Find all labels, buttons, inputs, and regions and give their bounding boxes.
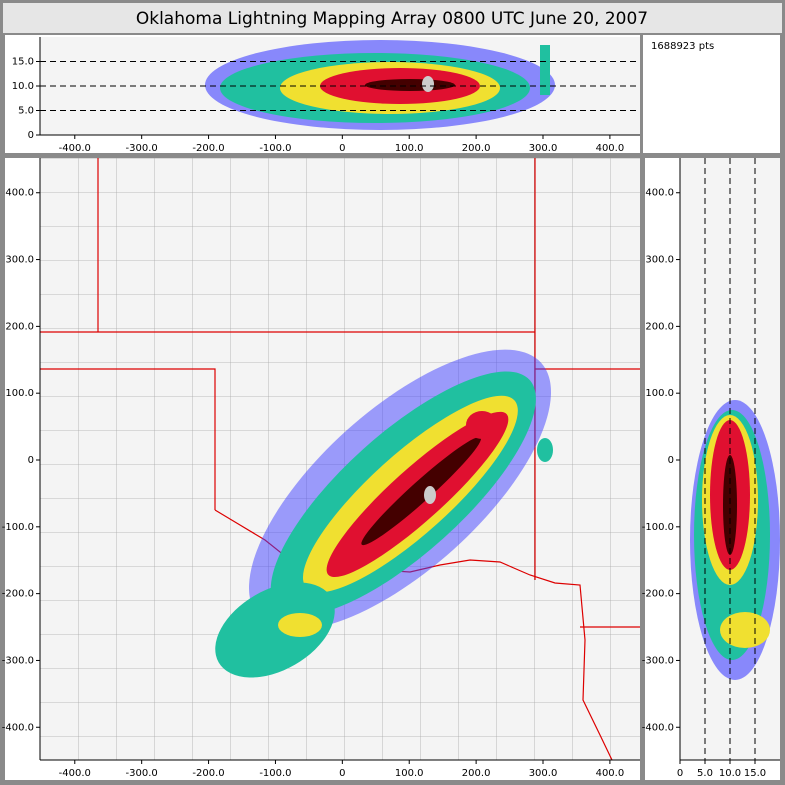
y-tick-label: 0 <box>668 455 674 466</box>
x-tick-label: 0 <box>677 768 683 779</box>
y-tick-label: 400.0 <box>5 188 34 199</box>
x-tick-label: 300.0 <box>529 768 558 779</box>
x-tick-label: 100.0 <box>395 143 424 154</box>
density-top <box>205 40 555 130</box>
density-main <box>215 349 553 678</box>
y-tick-label: 100.0 <box>645 388 674 399</box>
x-tick-label: 15.0 <box>744 768 766 779</box>
y-tick-label: -300.0 <box>642 655 674 666</box>
y-tick-label: 400.0 <box>645 188 674 199</box>
x-tick-label: 200.0 <box>462 768 491 779</box>
y-tick-label: -400.0 <box>642 722 674 733</box>
y-tick-label: -400.0 <box>2 722 34 733</box>
y-tick-label: 5.0 <box>18 106 34 117</box>
x-tick-label: -200.0 <box>192 768 224 779</box>
x-tick-label: 0 <box>339 768 345 779</box>
y-tick-label: -100.0 <box>2 522 34 533</box>
x-tick-label: -100.0 <box>259 143 291 154</box>
x-tick-label: 400.0 <box>596 768 625 779</box>
x-tick-label: -400.0 <box>59 768 91 779</box>
x-tick-label: -400.0 <box>59 143 91 154</box>
point-count: 1688923 pts <box>651 41 714 52</box>
x-tick-label: -300.0 <box>126 768 158 779</box>
y-tick-label: 100.0 <box>5 388 34 399</box>
density-side <box>690 400 780 680</box>
y-tick-label: -200.0 <box>642 589 674 600</box>
x-tick-label: -200.0 <box>192 143 224 154</box>
x-tick-label: 300.0 <box>529 143 558 154</box>
x-tick-label: 400.0 <box>596 143 625 154</box>
y-tick-label: 200.0 <box>5 321 34 332</box>
y-tick-label: 300.0 <box>5 255 34 266</box>
y-tick-label: 0 <box>28 130 34 141</box>
y-tick-label: -100.0 <box>642 522 674 533</box>
x-tick-label: 200.0 <box>462 143 491 154</box>
x-tick-label: 100.0 <box>395 768 424 779</box>
x-tick-label: -300.0 <box>126 143 158 154</box>
y-tick-label: -200.0 <box>2 589 34 600</box>
x-tick-label: 5.0 <box>697 768 713 779</box>
x-tick-label: 10.0 <box>719 768 741 779</box>
x-tick-label: -100.0 <box>259 768 291 779</box>
y-tick-label: 0 <box>28 455 34 466</box>
y-tick-label: 10.0 <box>12 81 34 92</box>
title: Oklahoma Lightning Mapping Array 0800 UT… <box>136 9 648 29</box>
info-panel <box>643 35 780 153</box>
y-tick-label: 300.0 <box>645 255 674 266</box>
y-tick-label: 15.0 <box>12 57 34 68</box>
x-tick-label: 0 <box>339 143 345 154</box>
title-bar <box>3 3 782 33</box>
y-tick-label: -300.0 <box>2 655 34 666</box>
y-tick-label: 200.0 <box>645 321 674 332</box>
